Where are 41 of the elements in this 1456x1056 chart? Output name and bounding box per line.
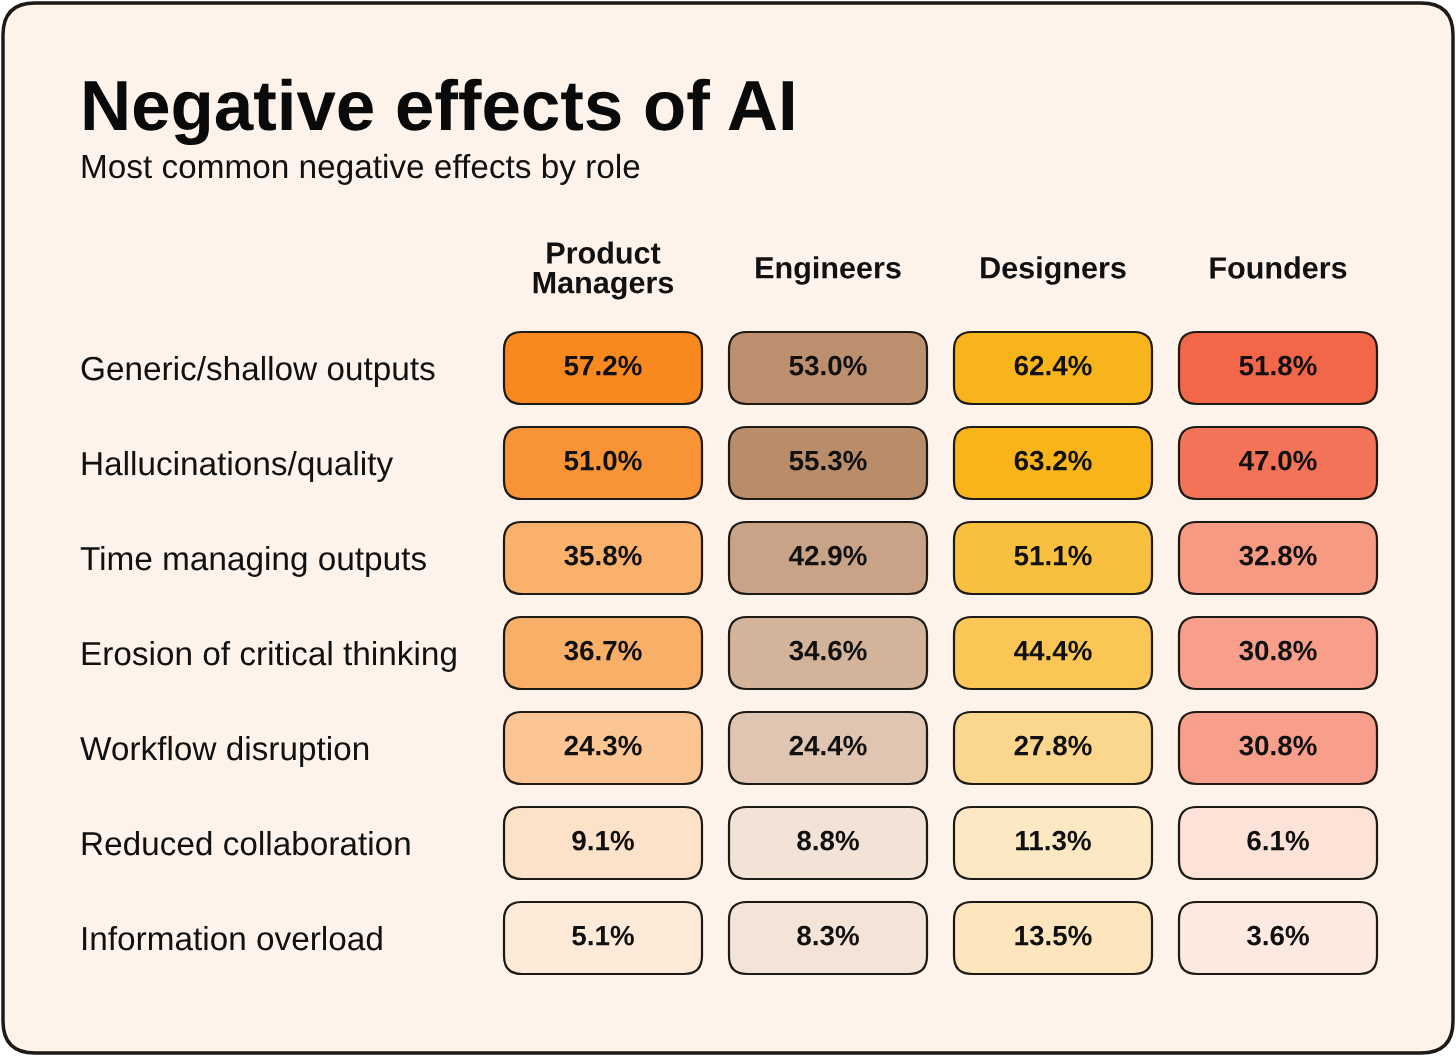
data-label: 32.8% xyxy=(1239,545,1317,566)
data-label: 51.1% xyxy=(1014,545,1092,566)
data-label: 8.3% xyxy=(797,925,859,946)
data-label: 30.8% xyxy=(1239,735,1317,756)
y-tick-label: Erosion of critical thinking xyxy=(82,640,456,672)
data-label: 55.3% xyxy=(789,450,867,471)
x-tick-label: Engineers xyxy=(756,256,901,285)
x-tick-label: Product Managers xyxy=(533,241,674,300)
x-tick-label: Founders xyxy=(1210,256,1347,279)
data-label: 35.8% xyxy=(564,545,642,566)
data-label: 24.4% xyxy=(789,735,867,756)
chart-title: Negative effects of AI xyxy=(84,78,793,146)
data-label: 9.1% xyxy=(572,830,634,851)
data-label: 47.0% xyxy=(1239,450,1317,471)
data-label: 57.2% xyxy=(564,355,642,376)
data-label: 51.8% xyxy=(1239,355,1317,376)
data-label: 36.7% xyxy=(564,640,642,661)
data-label: 30.8% xyxy=(1239,640,1317,661)
data-label: 24.3% xyxy=(564,735,642,756)
y-tick-label: Generic/shallow outputs xyxy=(81,355,435,387)
data-label: 6.1% xyxy=(1247,830,1309,851)
data-label: 27.8% xyxy=(1014,735,1092,756)
data-label: 13.5% xyxy=(1015,925,1092,946)
data-label: 34.6% xyxy=(789,640,867,661)
x-tick-label: Designers xyxy=(981,256,1126,285)
data-label: 62.4% xyxy=(1014,355,1092,376)
chart-subtitle: Most common negative effects by role xyxy=(82,153,640,185)
data-label: 8.8% xyxy=(797,830,859,851)
y-tick-label: Workflow disruption xyxy=(80,735,369,767)
data-label: 63.2% xyxy=(1014,450,1092,471)
y-tick-label: Time managing outputs xyxy=(80,545,426,577)
data-label: 42.9% xyxy=(789,545,867,566)
y-tick-label: Reduced collaboration xyxy=(82,830,410,856)
data-label: 11.3% xyxy=(1016,830,1091,851)
data-label: 51.0% xyxy=(564,450,642,471)
data-label: 5.1% xyxy=(572,925,634,946)
data-label: 44.4% xyxy=(1014,640,1092,661)
data-label: 53.0% xyxy=(789,355,867,376)
y-tick-label: Information overload xyxy=(83,925,382,951)
data-label: 3.6% xyxy=(1246,925,1309,946)
y-tick-label: Hallucinations/quality xyxy=(82,450,394,482)
